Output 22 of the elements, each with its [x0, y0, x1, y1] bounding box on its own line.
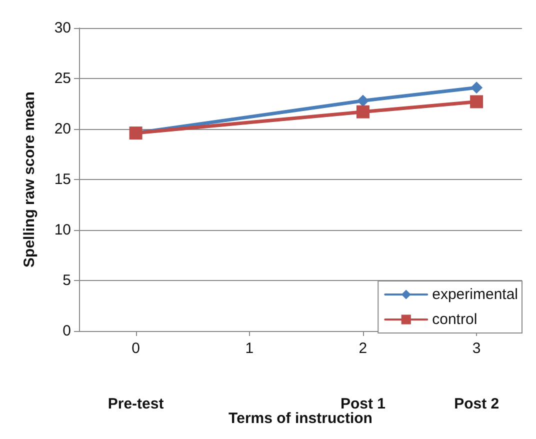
point: [356, 94, 369, 107]
text: Post 1: [340, 396, 386, 412]
y-tick-label: 15: [54, 171, 71, 188]
x-axis-title: Terms of instruction: [228, 410, 372, 427]
y-tick-label: 30: [54, 20, 71, 36]
x-tick-label: 2: [358, 340, 368, 357]
y-axis-title: Spelling raw score mean: [21, 92, 38, 268]
x-tick-label: 0: [132, 340, 140, 357]
y-tick-label: 20: [54, 120, 71, 138]
y-tick-label: 0: [62, 322, 71, 340]
x-tick-label: 1: [245, 340, 254, 357]
y-tick-label: 5: [62, 272, 71, 289]
point: [356, 105, 370, 118]
legend-label: experimental: [432, 286, 518, 303]
legend-label: control: [432, 311, 478, 328]
x-tick-label: 3: [472, 340, 481, 357]
text: Post 2: [454, 396, 500, 412]
point: [470, 95, 484, 108]
y-tick-label: 10: [54, 222, 71, 238]
text: Pre-test: [108, 396, 164, 412]
point: [470, 82, 483, 94]
y-tick-label: 25: [54, 70, 71, 87]
